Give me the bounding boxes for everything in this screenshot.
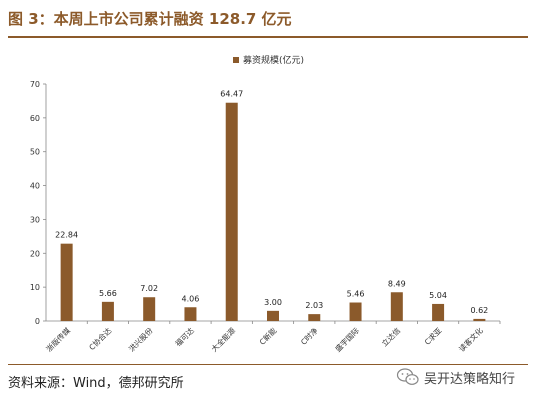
y-tick-label: 0 <box>35 317 40 326</box>
bar-chart: 募资规模(亿元) 0 10 20 30 40 50 60 70 22.84 5.66 7.02 4.… <box>30 54 501 354</box>
category-label: 洪兴股份 <box>126 325 155 354</box>
bar <box>390 292 403 321</box>
data-label: 3.00 <box>264 298 282 307</box>
watermark-text: 吴开达策略知行 <box>424 371 516 387</box>
data-label: 5.66 <box>99 289 117 298</box>
y-tick-label: 10 <box>30 283 40 292</box>
category-label: 立达信 <box>379 325 402 348</box>
data-label: 22.84 <box>55 231 78 240</box>
bar <box>143 297 156 321</box>
category-label: 浙版传媒 <box>44 325 73 354</box>
category-label: C时净 <box>298 325 320 347</box>
bar <box>60 243 73 321</box>
footer-divider <box>8 364 528 365</box>
bar <box>349 302 362 321</box>
data-label: 7.02 <box>140 284 158 293</box>
bar <box>432 303 445 321</box>
y-tick-label: 70 <box>30 80 40 89</box>
data-label: 0.62 <box>470 306 488 315</box>
y-tick-label: 60 <box>30 114 40 123</box>
watermark: 吴开达策略知行 <box>396 367 515 387</box>
data-label: 4.06 <box>182 294 200 303</box>
category-label: 大全能源 <box>209 325 238 354</box>
data-label: 2.03 <box>305 301 323 310</box>
data-label: 5.04 <box>429 291 447 300</box>
legend-label: 募资规模(亿元) <box>243 54 304 66</box>
category-label: 读客文化 <box>456 325 485 354</box>
legend-swatch <box>233 57 239 63</box>
bar <box>267 310 279 321</box>
category-label: 盛宇国际 <box>333 325 362 354</box>
category-label: C协合达 <box>87 325 114 352</box>
chart-data-labels: 22.84 5.66 7.02 4.06 64.47 3.00 2.03 5.46 8.49 5.… <box>55 90 488 315</box>
y-tick-label: 50 <box>30 148 40 157</box>
chart-legend: 募资规模(亿元) <box>233 54 304 66</box>
title-divider <box>8 36 528 38</box>
wechat-icon <box>396 368 419 385</box>
bar <box>308 314 321 321</box>
data-label: 64.47 <box>220 90 243 99</box>
chart-bars <box>60 102 486 322</box>
source-note: 资料来源：Wind，德邦研究所 <box>8 376 184 391</box>
chart-category-labels: 浙版传媒 C协合达 洪兴股份 福可达 大全能源 C新能 C时净 盛宇国际 立达信 C求亚 读客文化 <box>44 325 485 354</box>
figure-title: 图 3：本周上市公司累计融资 128.7 亿元 <box>8 10 292 28</box>
category-label: 福可达 <box>173 325 196 348</box>
bar <box>473 318 486 321</box>
bar <box>101 301 114 321</box>
category-label: C新能 <box>257 325 279 347</box>
y-tick-label: 20 <box>30 249 40 258</box>
bar <box>184 307 197 321</box>
chart-axes: 0 10 20 30 40 50 60 70 <box>30 80 501 326</box>
data-label: 8.49 <box>388 279 406 288</box>
data-label: 5.46 <box>347 290 365 299</box>
y-tick-label: 40 <box>30 182 40 191</box>
bar <box>225 102 238 322</box>
y-tick-label: 30 <box>30 215 40 224</box>
category-label: C求亚 <box>422 325 444 347</box>
